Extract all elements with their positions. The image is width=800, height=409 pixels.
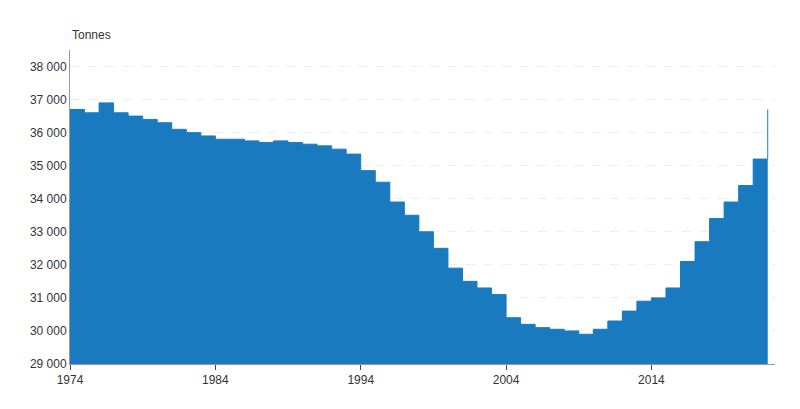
svg-text:2014: 2014: [638, 373, 665, 387]
svg-text:1984: 1984: [202, 373, 229, 387]
svg-text:35 000: 35 000: [30, 159, 67, 173]
svg-text:36 000: 36 000: [30, 126, 67, 140]
svg-text:31 000: 31 000: [30, 291, 67, 305]
svg-text:29 000: 29 000: [30, 357, 67, 371]
svg-text:38 000: 38 000: [30, 60, 67, 74]
svg-text:Tonnes: Tonnes: [72, 28, 111, 42]
svg-text:37 000: 37 000: [30, 93, 67, 107]
svg-text:2004: 2004: [493, 373, 520, 387]
svg-text:1994: 1994: [347, 373, 374, 387]
svg-text:34 000: 34 000: [30, 192, 67, 206]
svg-text:30 000: 30 000: [30, 324, 67, 338]
svg-text:1974: 1974: [57, 373, 84, 387]
svg-text:33 000: 33 000: [30, 225, 67, 239]
svg-text:32 000: 32 000: [30, 258, 67, 272]
